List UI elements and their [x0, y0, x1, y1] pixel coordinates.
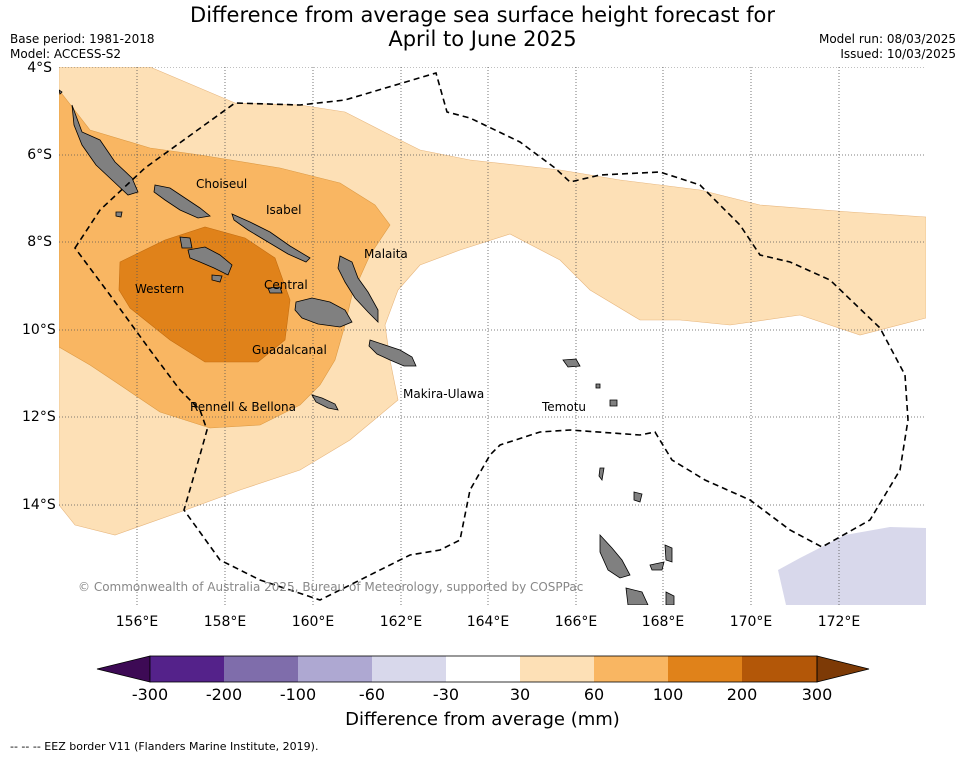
label-rennell-bellona: Rennell & Bellona [190, 400, 297, 414]
y-tick-label: 4°S [27, 60, 52, 76]
island-makira [368, 339, 417, 367]
island-utupua [595, 383, 601, 389]
colorbar-bin [742, 656, 817, 682]
colorbar-bin [224, 656, 298, 682]
colorbar-tick-label: 300 [801, 685, 833, 704]
colorbar-tick-label: -60 [358, 685, 386, 704]
meta-right: Model run: 08/03/2025 Issued: 10/03/2025 [819, 32, 956, 62]
colorbar-extend-low [96, 655, 151, 683]
x-tick-label: 164°E [466, 614, 510, 630]
x-tick-label: 158°E [203, 614, 247, 630]
label-central: Central [264, 278, 308, 292]
island-small-west [59, 89, 63, 95]
colorbar-bin [298, 656, 372, 682]
y-tick-label: 12°S [22, 409, 56, 425]
island-torres [598, 467, 605, 481]
map-plot-area [59, 67, 926, 605]
colorbar-tick-label: -30 [432, 685, 460, 704]
meta-left: Base period: 1981-2018 Model: ACCESS-S2 [10, 32, 155, 62]
label-makira-ulawa: Makira-Ulawa [403, 387, 485, 401]
x-tick-label: 168°E [641, 614, 685, 630]
island-bougainville [71, 104, 139, 196]
island-isabel [231, 213, 311, 263]
colorbar-bin [594, 656, 668, 682]
copyright-text: © Commonwealth of Australia 2025, Bureau… [78, 580, 584, 594]
island-banks [633, 491, 643, 503]
label-temotu: Temotu [542, 400, 587, 414]
model-run-text: Model run: 08/03/2025 [818, 32, 956, 46]
colorbar-bin [446, 656, 520, 682]
eez-legend: -- -- -- EEZ border V11 (Flanders Marine… [10, 740, 319, 753]
island-vanikoro [609, 399, 618, 407]
contour-m60-m30 [778, 527, 926, 605]
colorbar-title: Difference from average (mm) [345, 709, 620, 730]
island-choiseul [153, 184, 211, 219]
island-new-georgia [187, 246, 233, 276]
land-masses [59, 89, 675, 605]
colorbar-tick-label: -200 [205, 685, 243, 704]
colorbar-extend-high [816, 655, 870, 683]
colorbar-tick-label: 200 [726, 685, 758, 704]
island-rendova [211, 274, 223, 283]
island-central [267, 286, 283, 294]
x-tick-label: 162°E [379, 614, 423, 630]
base-period-text: Base period: 1981-2018 [10, 32, 155, 46]
colorbar-tick-label: 60 [583, 685, 605, 704]
island-vella-lavella [179, 236, 193, 249]
label-malaita: Malaita [364, 247, 408, 261]
colorbar [96, 655, 870, 683]
model-text: Model: ACCESS-S2 [10, 47, 122, 61]
colorbar-bin [668, 656, 742, 682]
map-title: Difference from average sea surface heig… [0, 3, 965, 51]
eez-border [74, 72, 909, 601]
colorbar-tick-label: -300 [131, 685, 169, 704]
y-tick-label: 6°S [27, 147, 52, 163]
island-maewo [664, 544, 673, 563]
label-isabel: Isabel [266, 203, 302, 217]
island-malaita [337, 255, 379, 323]
label-western: Western [135, 282, 185, 296]
colorbar-bin [520, 656, 594, 682]
title-line-1: Difference from average sea surface heig… [190, 3, 775, 27]
colorbar-tick-label: 100 [652, 685, 684, 704]
x-tick-label: 172°E [817, 614, 861, 630]
issued-text: Issued: 10/03/2025 [840, 47, 956, 61]
x-tick-label: 156°E [115, 614, 159, 630]
colorbar-frame [149, 655, 818, 683]
island-rennell [311, 394, 339, 411]
contour-100-200 [118, 226, 291, 363]
colorbar-bin [150, 656, 224, 682]
colorbar-tick-label: -100 [279, 685, 317, 704]
title-line-2: April to June 2025 [388, 27, 577, 51]
island-espiritu-santo [599, 533, 631, 579]
island-pentecost [665, 591, 675, 605]
colorbar-tick-label: 30 [509, 685, 531, 704]
x-tick-label: 166°E [554, 614, 598, 630]
y-tick-label: 14°S [22, 497, 56, 513]
graticule [59, 67, 926, 605]
y-tick-label: 8°S [27, 234, 52, 250]
x-tick-label: 160°E [291, 614, 335, 630]
label-choiseul: Choiseul [196, 177, 248, 191]
label-guadalcanal: Guadalcanal [252, 343, 327, 357]
island-ndeni [562, 358, 581, 368]
island-shortlands [115, 211, 123, 218]
island-ambae [649, 561, 665, 571]
island-guadalcanal [294, 297, 353, 328]
island-malekula [625, 587, 649, 605]
y-tick-label: 10°S [22, 322, 56, 338]
x-tick-label: 170°E [729, 614, 773, 630]
colorbar-bin [372, 656, 446, 682]
